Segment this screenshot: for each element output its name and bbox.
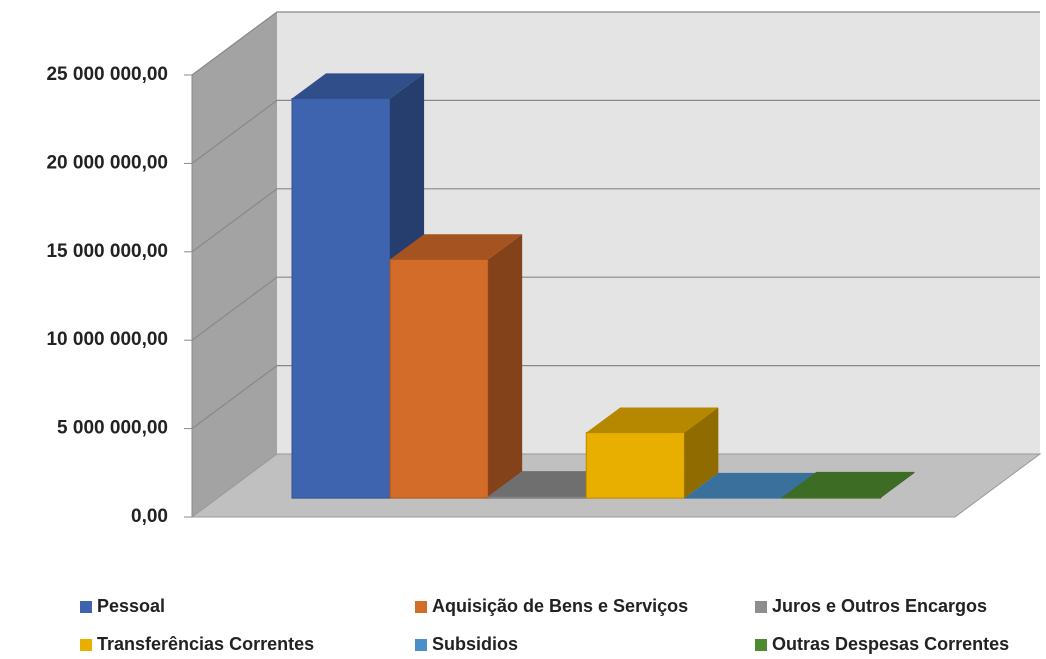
legend-label: Outras Despesas Correntes [772,634,1009,654]
y-tick-label: 5 000 000,00 [57,418,168,439]
bar-side [880,471,915,499]
y-tick-label: 20 000 000,00 [46,152,168,173]
legend-swatch [415,601,427,613]
y-tick-label: 25 000 000,00 [46,64,168,85]
legend-label: Transferências Correntes [97,634,314,654]
bar-front [389,258,489,499]
legend-swatch [415,639,427,651]
legend-swatch [80,601,92,613]
bar-front [781,496,881,499]
legend-swatch [755,601,767,613]
grid-line [191,11,1040,76]
left-wall [192,12,277,517]
bar-front [487,495,587,499]
grid-line [191,188,1040,253]
legend-label: Juros e Outros Encargos [772,596,987,616]
bar-top [586,407,719,433]
bar-top [684,472,817,499]
legend-label: Subsidios [432,634,518,654]
grid-line [191,99,1040,164]
legend-swatch [755,639,767,651]
bar-top [390,234,523,260]
legend-label: Pessoal [97,596,165,616]
grid-line [191,276,1040,341]
bar-side [684,407,719,499]
bar-front [585,432,685,499]
y-tick-label: 0,00 [131,506,168,527]
legend-label: Aquisição de Bens e Serviços [432,596,688,616]
y-tick-label: 15 000 000,00 [46,241,168,262]
bar-front [291,98,391,499]
grid-line [191,365,1040,430]
bar-top [782,471,915,498]
bar-side [488,234,523,499]
bar-top [292,73,425,99]
legend-swatch [80,639,92,651]
y-tick-label: 10 000 000,00 [46,329,168,350]
